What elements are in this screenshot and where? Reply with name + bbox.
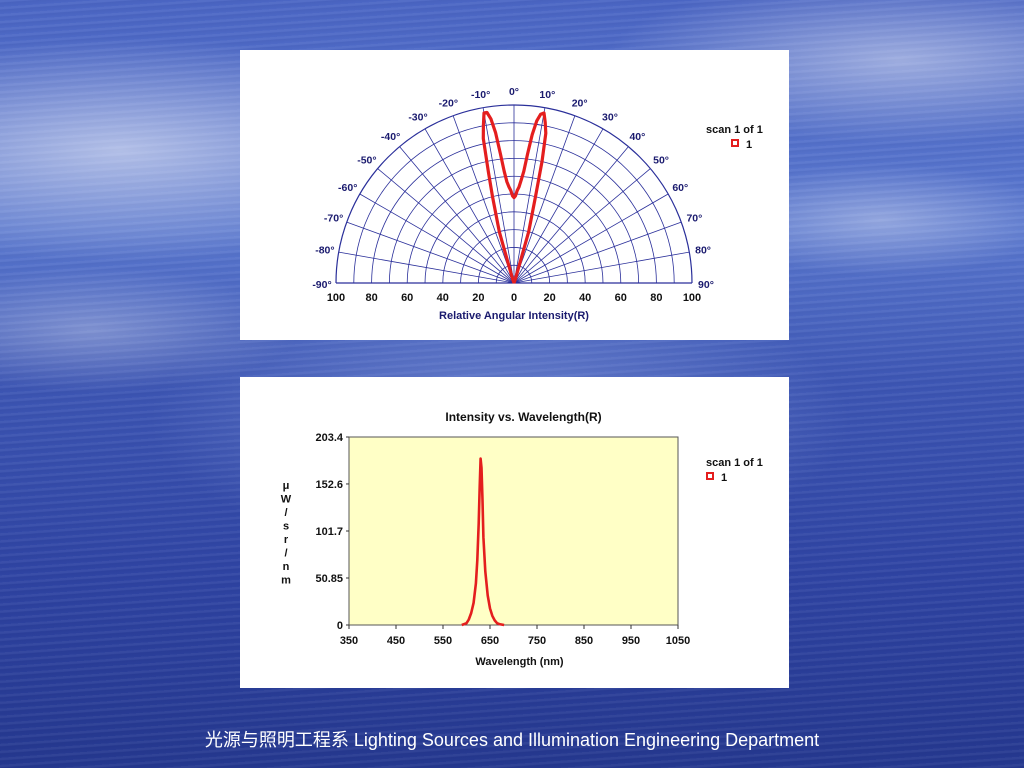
polar-radial-tick-label: 40 bbox=[579, 292, 591, 304]
spectrum-xtick-label: 450 bbox=[387, 635, 405, 647]
polar-chart-panel: -90° -80° -70° -60° -50° -40° -30° -20° -10° 0° 10… bbox=[240, 50, 789, 340]
polar-grid-spoke bbox=[424, 128, 515, 284]
spectrum-legend-label: 1 bbox=[721, 472, 727, 484]
polar-grid-spoke bbox=[359, 193, 515, 284]
spectrum-xlabel: Wavelength (nm) bbox=[475, 656, 564, 668]
polar-grid-spoke bbox=[513, 221, 682, 284]
polar-angle-label: 30° bbox=[602, 112, 618, 124]
spectrum-chart-panel: Intensity vs. Wavelength(R) 0 50.85 101.7 15… bbox=[240, 377, 789, 688]
polar-angle-label: 90° bbox=[698, 279, 714, 291]
polar-angle-label: -60° bbox=[338, 182, 357, 194]
polar-angle-label: -40° bbox=[381, 131, 400, 143]
polar-angle-label: 20° bbox=[572, 98, 588, 110]
polar-angle-label: -80° bbox=[315, 245, 334, 257]
polar-grid-spoke bbox=[346, 221, 515, 284]
polar-angle-label: 70° bbox=[686, 212, 702, 224]
polar-angle-label: -50° bbox=[357, 155, 376, 167]
polar-grid-spoke bbox=[513, 193, 669, 284]
polar-radial-tick-label: 80 bbox=[365, 292, 377, 304]
polar-legend-title: scan 1 of 1 bbox=[706, 124, 763, 136]
slide-footer: 光源与照明工程系 Lighting Sources and Illuminati… bbox=[0, 726, 1024, 752]
spectrum-ytick-label: 203.4 bbox=[315, 432, 343, 444]
polar-angle-label: -10° bbox=[471, 89, 490, 101]
spectrum-chart: Intensity vs. Wavelength(R)050.85101.715… bbox=[281, 410, 763, 668]
spectrum-legend-title: scan 1 of 1 bbox=[706, 457, 763, 469]
polar-angle-label: 50° bbox=[653, 155, 669, 167]
spectrum-ylabel: μ W / s r / n m bbox=[281, 480, 292, 587]
polar-angle-label: -70° bbox=[324, 212, 343, 224]
spectrum-title: Intensity vs. Wavelength(R) bbox=[445, 410, 601, 424]
spectrum-ytick-label: 50.85 bbox=[315, 573, 343, 585]
spectrum-ytick-label: 0 bbox=[337, 620, 343, 632]
spectrum-ytick-label: 101.7 bbox=[315, 526, 343, 538]
polar-grid-spoke bbox=[513, 107, 546, 284]
polar-xlabel: Relative Angular Intensity(R) bbox=[439, 310, 589, 322]
footer-cn-text: 光源与照明工程系 bbox=[204, 730, 349, 751]
polar-grid-spoke bbox=[513, 128, 604, 284]
spectrum-xtick-label: 950 bbox=[622, 635, 640, 647]
polar-legend-label: 1 bbox=[746, 139, 752, 151]
polar-radial-tick-label: 60 bbox=[615, 292, 627, 304]
polar-angle-label: 60° bbox=[672, 182, 688, 194]
polar-grid-spoke bbox=[513, 251, 690, 284]
polar-angle-label: 10° bbox=[539, 89, 555, 101]
polar-angle-label: 40° bbox=[629, 131, 645, 143]
footer-en-text: Lighting Sources and Illumination Engine… bbox=[353, 730, 820, 750]
polar-angle-label: -20° bbox=[439, 98, 458, 110]
spectrum-xtick-label: 850 bbox=[575, 635, 593, 647]
spectrum-legend-marker bbox=[706, 472, 714, 480]
polar-legend-marker bbox=[731, 139, 739, 147]
polar-radial-tick-label: 20 bbox=[472, 292, 484, 304]
spectrum-ytick-label: 152.6 bbox=[315, 479, 343, 491]
spectrum-xtick-label: 350 bbox=[340, 635, 358, 647]
polar-grid-spoke bbox=[482, 107, 515, 284]
polar-angle-label: 0° bbox=[509, 86, 519, 98]
polar-grid-spoke bbox=[377, 168, 515, 284]
polar-grid-spoke bbox=[338, 251, 515, 284]
polar-angle-label: 80° bbox=[695, 245, 711, 257]
polar-grid-spoke bbox=[399, 146, 515, 284]
polar-radial-tick-label: 0 bbox=[511, 292, 517, 304]
polar-radial-tick-label: 80 bbox=[650, 292, 662, 304]
polar-grid-spoke bbox=[452, 115, 515, 284]
polar-radial-tick-label: 100 bbox=[327, 292, 345, 304]
polar-grid-spoke bbox=[513, 168, 651, 284]
spectrum-xtick-label: 550 bbox=[434, 635, 452, 647]
polar-radial-tick-label: 60 bbox=[401, 292, 413, 304]
polar-series-line bbox=[481, 110, 548, 284]
spectrum-plot-area bbox=[348, 436, 679, 626]
spectrum-xtick-label: 650 bbox=[481, 635, 499, 647]
polar-radial-tick-label: 20 bbox=[543, 292, 555, 304]
polar-radial-tick-label: 40 bbox=[437, 292, 449, 304]
spectrum-xtick-label: 1050 bbox=[666, 635, 690, 647]
polar-grid-spoke bbox=[513, 115, 576, 284]
polar-angle-label: -30° bbox=[408, 112, 427, 124]
polar-grid-spoke bbox=[513, 146, 629, 284]
spectrum-xtick-label: 750 bbox=[528, 635, 546, 647]
polar-chart: -90°-80°-70°-60°-50°-40°-30°-20°-10° 0° 10… bbox=[312, 86, 763, 322]
polar-radial-tick-label: 100 bbox=[683, 292, 701, 304]
polar-angle-label: -90° bbox=[312, 279, 331, 291]
spectrum-series-line bbox=[461, 457, 505, 627]
